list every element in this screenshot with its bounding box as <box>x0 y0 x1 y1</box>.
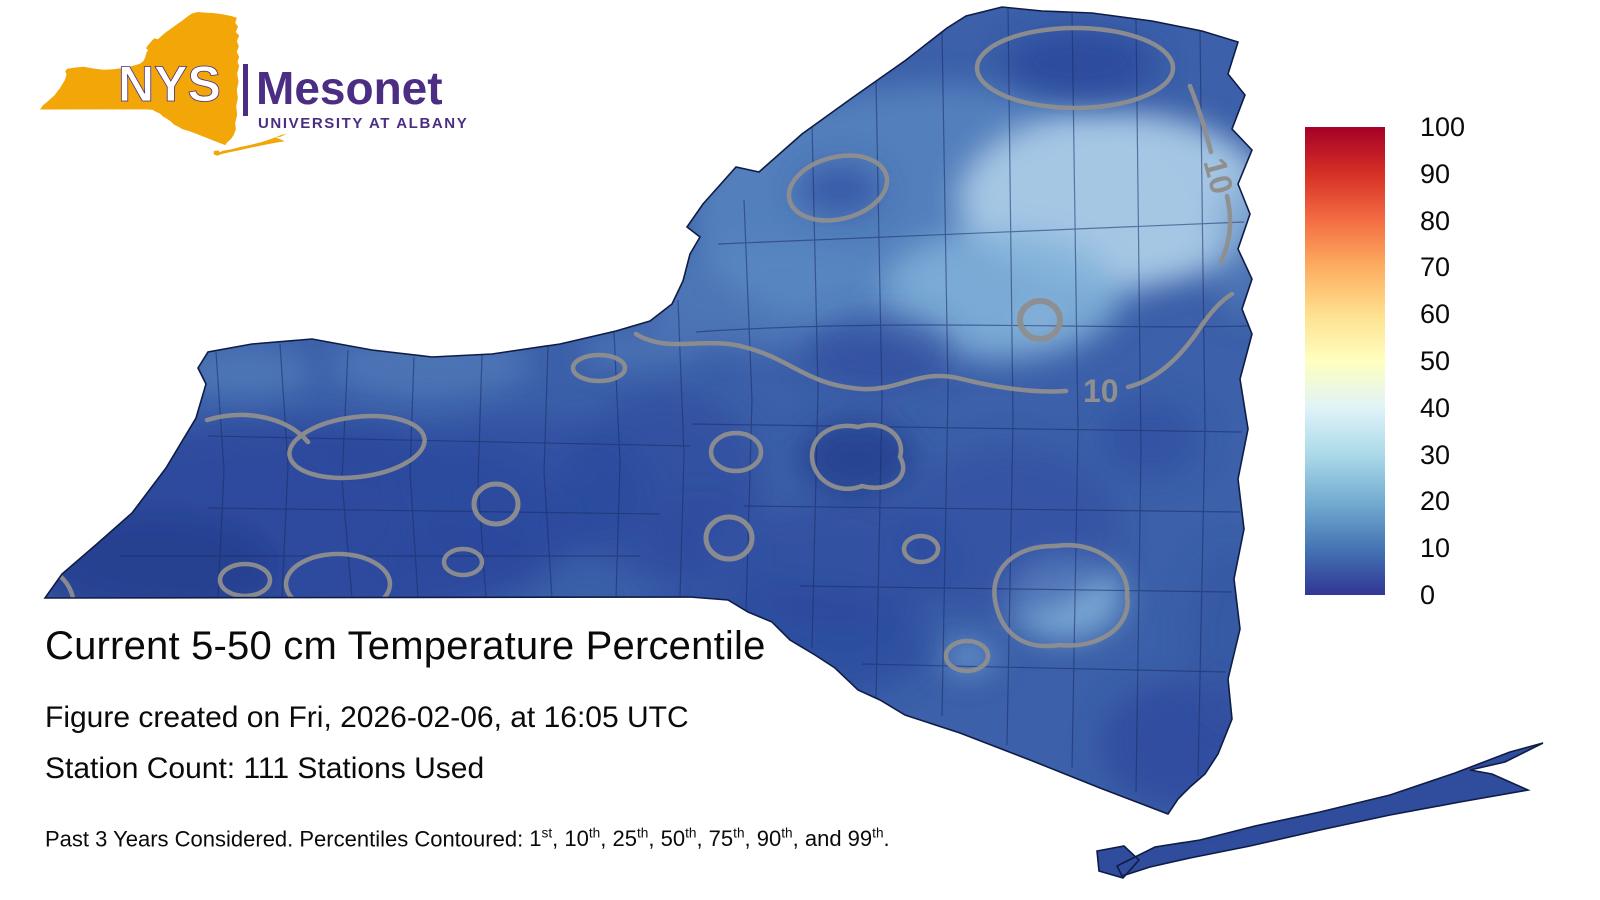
footnote-percentile: 10th, <box>564 826 613 852</box>
nys-mesonet-logo: NYS Mesonet UNIVERSITY AT ALBANY <box>40 12 468 156</box>
colorbar-tick: 10 <box>1420 533 1451 564</box>
colorbar-tick: 0 <box>1420 579 1436 610</box>
county-boundaries <box>120 8 1249 793</box>
footnote-percentile: 25th, <box>612 826 661 852</box>
figure-created-text: Figure created on Fri, 2026-02-06, at 16… <box>45 701 689 734</box>
colorbar-tick: 90 <box>1420 158 1451 189</box>
colorbar-tick-labels: 100 90 80 70 60 50 40 30 20 10 0 <box>1420 112 1500 610</box>
logo-affiliation: UNIVERSITY AT ALBANY <box>258 115 468 132</box>
footnote-percentile: 1st, <box>529 826 565 852</box>
footnote-prefix: Past 3 Years Considered. Percentiles Con… <box>45 826 530 852</box>
contour-label-10-mid: 10 <box>1083 373 1119 409</box>
colorbar-tick: 70 <box>1420 252 1451 283</box>
footnote-percentile: 90th, and <box>756 826 848 852</box>
colorbar-tick: 20 <box>1420 486 1451 517</box>
logo-divider <box>243 64 248 116</box>
logo-name: Mesonet <box>256 62 443 114</box>
colorbar-tick: 40 <box>1420 392 1451 423</box>
colorbar-tick: 100 <box>1420 112 1466 142</box>
colorbar-tick: 50 <box>1420 345 1451 376</box>
figure-title: Current 5-50 cm Temperature Percentile <box>45 624 766 668</box>
footnote-percentile: 99th. <box>847 826 890 852</box>
colorbar-tick: 30 <box>1420 439 1451 470</box>
station-count-text: Station Count: 111 Stations Used <box>45 752 485 785</box>
footnote-percentile: 75th, <box>708 826 757 852</box>
colorbar-gradient <box>1305 127 1385 595</box>
logo-acronym: NYS <box>118 56 221 112</box>
colorbar-tick: 60 <box>1420 299 1451 330</box>
footnote-percentile: 50th, <box>660 826 709 852</box>
colorbar-tick: 80 <box>1420 205 1451 236</box>
footnote-text: Past 3 Years Considered. Percentiles Con… <box>45 826 890 852</box>
colorbar <box>1305 127 1385 595</box>
